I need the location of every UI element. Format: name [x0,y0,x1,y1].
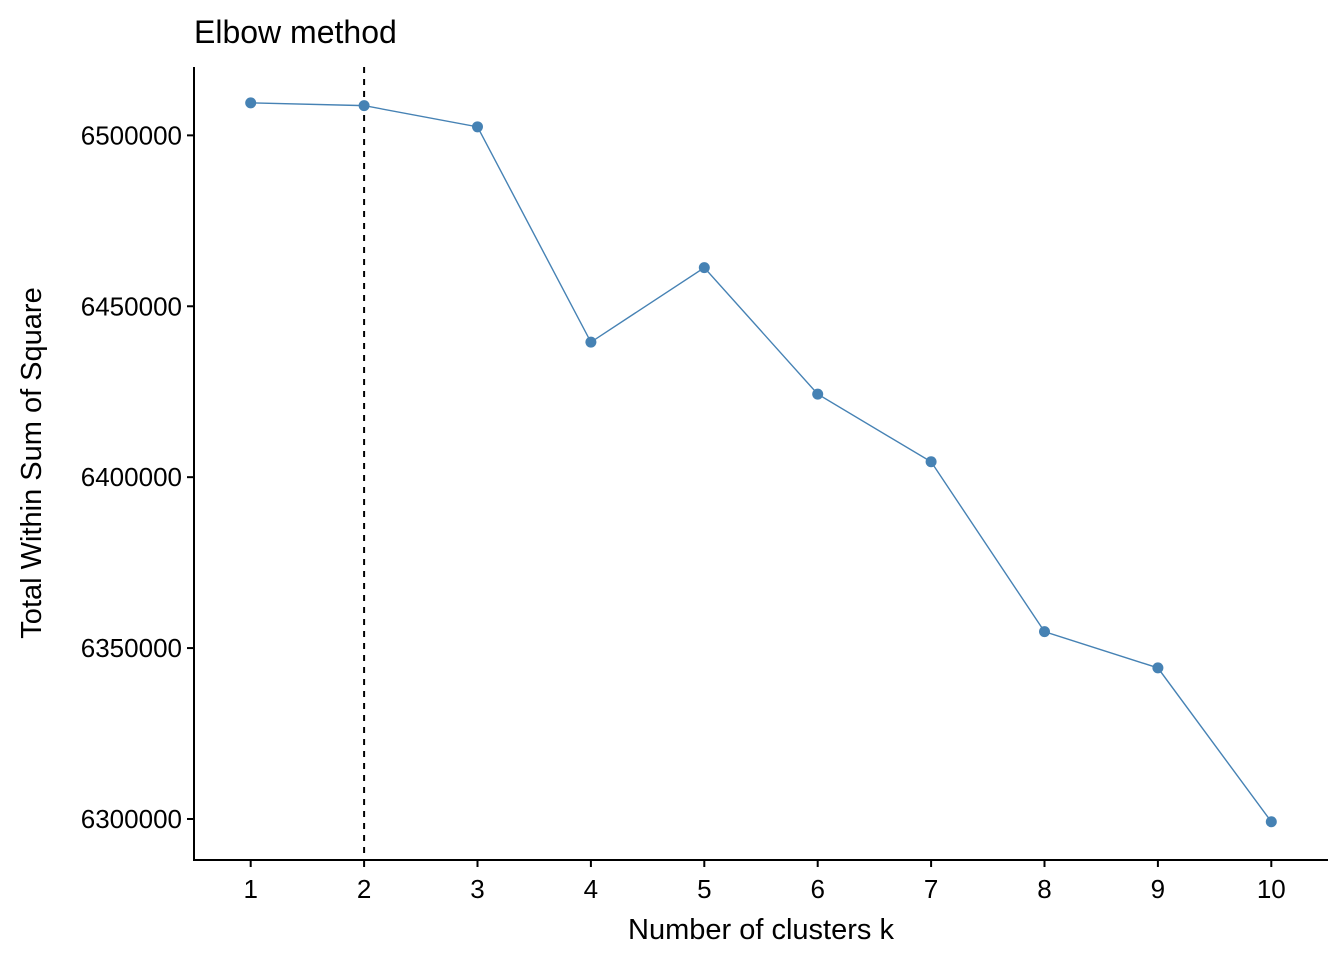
data-point [585,336,597,348]
y-tick-label: 6500000 [81,120,182,150]
y-tick-label: 6350000 [81,633,182,663]
x-tick-label: 7 [924,874,938,904]
data-point [358,100,370,112]
y-tick-label: 6300000 [81,804,182,834]
x-tick-label: 9 [1151,874,1165,904]
chart-title: Elbow method [194,14,397,50]
x-axis-label: Number of clusters k [628,914,894,946]
x-tick-label: 4 [584,874,598,904]
plot-area [245,67,1277,860]
x-tick-label: 10 [1257,874,1286,904]
x-tick-label: 8 [1037,874,1051,904]
y-tick-label: 6400000 [81,462,182,492]
data-point [1039,626,1050,638]
x-axis-ticks: 1 2 3 4 5 6 7 8 9 10 [243,860,1286,904]
x-tick-label: 2 [357,874,371,904]
series-line [250,102,1272,823]
data-point [925,456,937,468]
y-tick-label: 6450000 [81,291,182,321]
data-point [1152,662,1164,674]
y-axis-ticks: 6300000 6350000 6400000 6450000 6500000 [81,120,194,834]
data-point [812,388,824,400]
x-tick-label: 6 [810,874,824,904]
x-tick-label: 3 [470,874,484,904]
x-tick-label: 1 [243,874,257,904]
data-point [245,97,257,109]
data-point [472,121,483,133]
data-point [1265,816,1277,828]
data-point [698,262,710,274]
y-axis-label: Total Within Sum of Square [16,287,48,638]
x-tick-label: 5 [697,874,711,904]
